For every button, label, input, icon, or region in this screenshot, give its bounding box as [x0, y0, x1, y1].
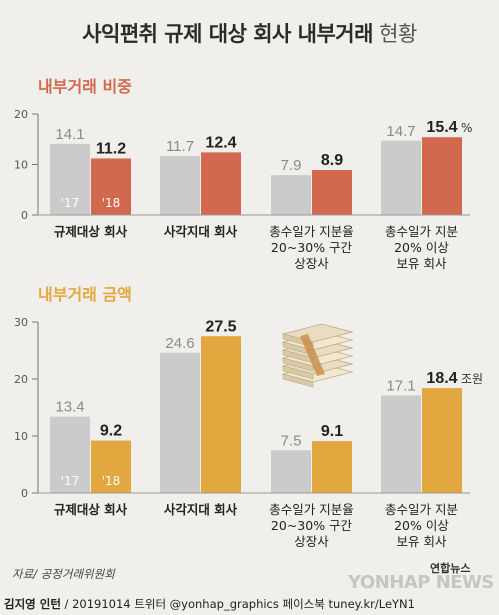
bar-2017: [271, 450, 311, 493]
category-label: 20~30% 구간: [271, 518, 353, 533]
data-label-2018: 8.9: [321, 152, 343, 169]
data-label-2017: 14.1: [55, 126, 84, 143]
title-suffix: 현황: [379, 22, 417, 46]
category-label: 20% 이상: [394, 518, 449, 533]
source-note: 자료/ 공정거래위원회: [12, 567, 115, 581]
category-label: 총수일가 지분: [385, 502, 458, 517]
page-title: 사익편취 규제 대상 회사 내부거래 현황: [0, 18, 499, 48]
bar-2017: [381, 395, 421, 493]
category-label: 보유 회사: [397, 534, 447, 549]
data-label-2017: 14.7: [386, 123, 415, 140]
bar-2018: [312, 170, 352, 215]
y-tick-label: 0: [21, 487, 28, 500]
bar-2017: [160, 352, 200, 493]
y-tick-label: 30: [14, 316, 28, 329]
y-tick-label: 20: [14, 373, 28, 386]
data-label-2017: 7.9: [281, 157, 302, 174]
category-label: 총수일가 지분: [385, 224, 458, 239]
data-label-2018: 27.5: [205, 318, 236, 335]
credit-line: 김지영 인턴 / 20191014 트위터 @yonhap_graphics 페…: [0, 594, 499, 615]
data-label-2018: 9.1: [321, 423, 343, 440]
category-label: 상장사: [294, 256, 329, 271]
credit-rest: / 20191014 트위터 @yonhap_graphics 페이스북 tun…: [60, 597, 415, 611]
category-label: 20~30% 구간: [271, 240, 353, 255]
legend-2017: '17: [61, 196, 80, 210]
data-label-2017: 11.7: [166, 138, 194, 155]
bar-2018: [91, 440, 131, 493]
unit-label: %: [461, 121, 472, 135]
y-tick-label: 0: [21, 209, 28, 222]
legend-2017: '17: [61, 474, 80, 488]
bar-2018: [201, 152, 241, 215]
author: 김지영 인턴: [4, 597, 61, 611]
bar-2018: [91, 158, 131, 215]
data-label-2017: 24.6: [165, 335, 194, 352]
title-main: 사익편취 규제 대상 회사 내부거래: [82, 22, 373, 46]
data-label-2018: 18.4: [426, 370, 457, 387]
data-label-2018: 11.2: [96, 140, 126, 157]
bar-2017: [271, 175, 311, 215]
bar-2018: [422, 137, 462, 215]
chart-title: 내부거래 금액: [38, 285, 132, 304]
category-label: 규제대상 회사: [54, 502, 128, 517]
data-label-2017: 17.1: [386, 378, 415, 395]
legend-2018: '18: [102, 196, 121, 210]
data-label-2018: 12.4: [205, 134, 236, 151]
yonhap-news-logo: 연합뉴스: [430, 562, 471, 575]
bar-2017: [50, 416, 90, 493]
yonhap-watermark-logo: YONHAP NEWS: [348, 572, 494, 593]
data-label-2018: 9.2: [100, 423, 122, 440]
money-stack-icon: [281, 323, 354, 388]
data-label-2018: 15.4: [426, 119, 457, 136]
data-label-2017: 7.5: [281, 432, 302, 449]
y-tick-label: 10: [14, 159, 28, 172]
unit-label: 조원: [461, 372, 483, 386]
category-label: 사각지대 회사: [164, 502, 238, 517]
bar-2017: [160, 155, 200, 215]
bar-2018: [422, 388, 462, 493]
data-label-2017: 13.4: [55, 399, 84, 416]
bar-2017: [381, 140, 421, 215]
bar-2018: [312, 441, 352, 493]
category-label: 총수일가 지분율: [269, 224, 353, 239]
bar-2017: [50, 143, 90, 215]
category-label: 20% 이상: [394, 240, 449, 255]
legend-2018: '18: [102, 474, 121, 488]
category-label: 규제대상 회사: [54, 224, 128, 239]
category-label: 사각지대 회사: [164, 224, 238, 239]
chart-title: 내부거래 비중: [38, 77, 132, 96]
category-label: 보유 회사: [397, 256, 447, 271]
y-tick-label: 10: [14, 430, 28, 443]
y-tick-label: 20: [14, 108, 28, 121]
category-label: 총수일가 지분율: [269, 502, 353, 517]
category-label: 상장사: [294, 534, 329, 549]
bar-2018: [201, 336, 241, 493]
